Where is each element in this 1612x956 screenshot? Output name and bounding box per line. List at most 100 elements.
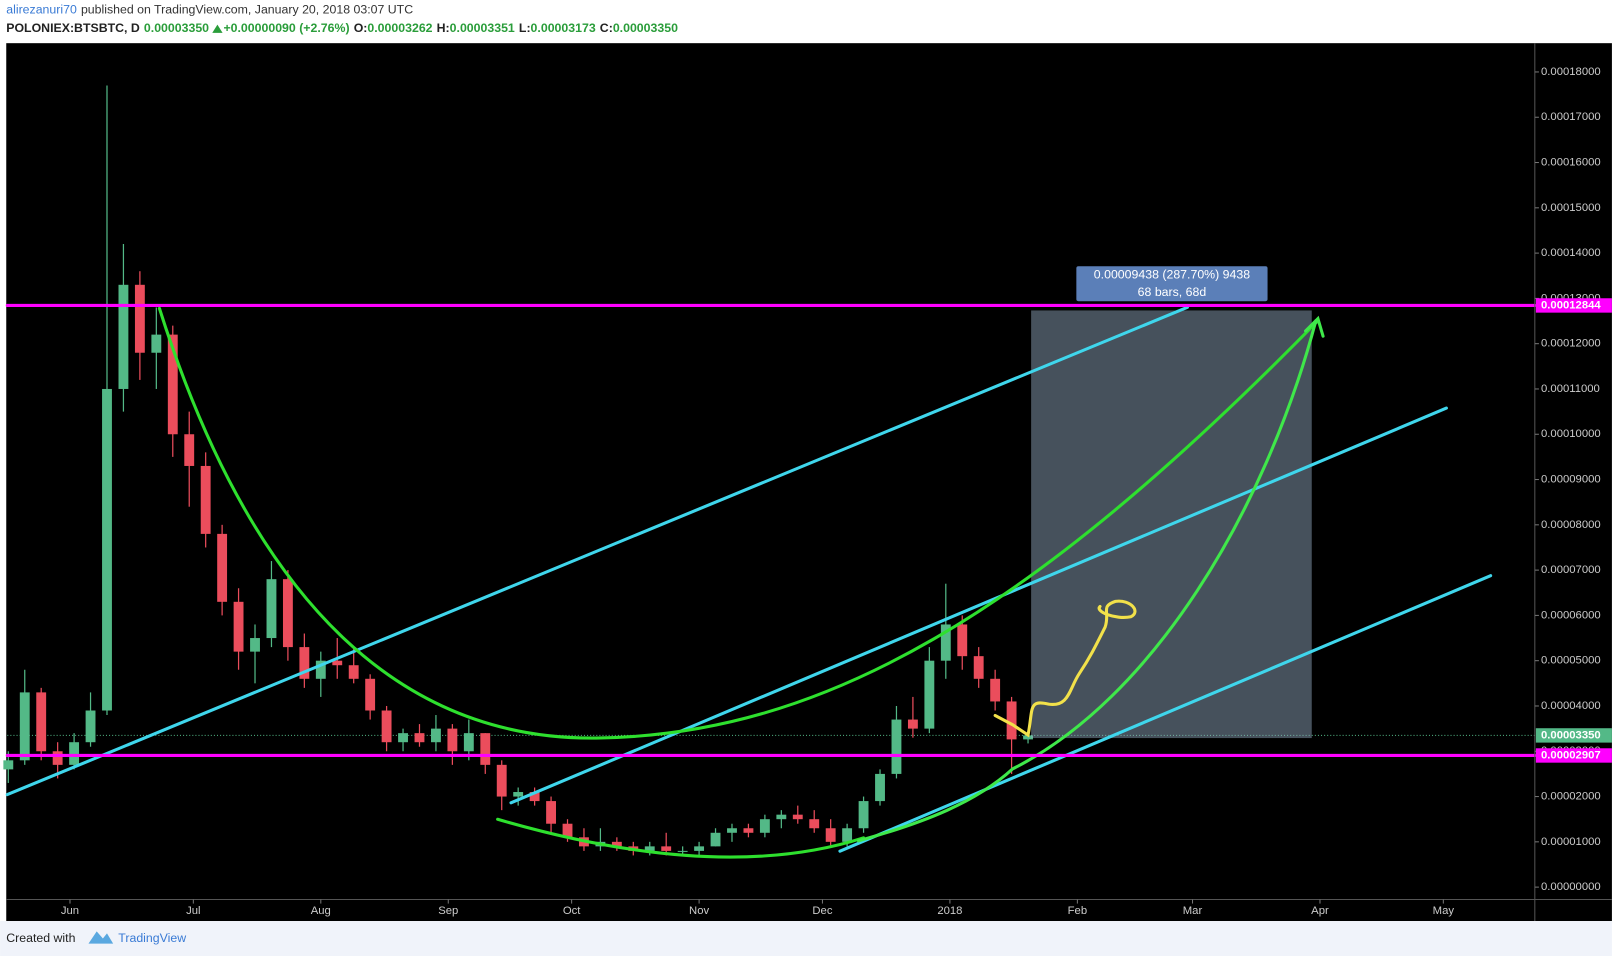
candle-body (250, 638, 260, 652)
y-tick-label: 0.00001000 (1541, 836, 1601, 848)
hline-label-box (1535, 298, 1612, 313)
candle-body (940, 624, 951, 661)
y-tick-label: 0.00000000 (1541, 881, 1601, 893)
trend-line (5, 305, 1189, 797)
candle-body (496, 764, 507, 797)
candle-body (677, 850, 688, 852)
candle-body (447, 728, 458, 752)
y-tick-label: 0.00012000 (1541, 338, 1601, 350)
candle-body (875, 773, 885, 802)
last-price-box (1535, 728, 1612, 743)
published: published on TradingView.com, January 20… (81, 3, 413, 17)
candle-body (85, 710, 96, 743)
x-tick-label: Apr (1311, 905, 1329, 917)
quote-o: 0.00003262 (367, 21, 432, 35)
candle-body (562, 823, 573, 838)
symbol: POLONIEX:BTSBTC, D (6, 21, 140, 35)
candle-body (151, 334, 162, 353)
scribble (993, 599, 1137, 738)
x-tick-label: Nov (689, 905, 709, 917)
candle-body (924, 660, 935, 729)
x-tick-label: Oct (563, 905, 581, 917)
footer-bar (0, 921, 1612, 956)
x-tick-label: Jul (186, 905, 200, 917)
candle-body (546, 801, 557, 824)
x-tick-label: 2018 (937, 905, 962, 917)
candle-body (858, 801, 869, 829)
quote-line: POLONIEX:BTSBTC, D 0.00003350 +0.00000090 … (6, 21, 678, 35)
candle-body (759, 819, 770, 833)
candle-body (134, 284, 145, 353)
candle-body (907, 719, 918, 729)
measure-label-box (1076, 266, 1268, 302)
y-tick-label: 0.00017000 (1541, 111, 1601, 123)
quote-h-label: H: (437, 21, 450, 35)
candle-layer (3, 85, 1033, 856)
y-tick-label: 0.00006000 (1541, 609, 1601, 621)
author[interactable]: alirezanuri70 (6, 3, 77, 17)
y-tick-label: 0.00015000 (1541, 202, 1601, 214)
candle-body (69, 742, 80, 765)
quote-l-label: L: (519, 21, 531, 35)
candle-body (167, 334, 178, 435)
candle-body (792, 814, 803, 820)
y-tick-label: 0.00016000 (1541, 157, 1601, 169)
candle-body (727, 828, 737, 833)
x-tick-label: Sep (438, 905, 458, 917)
y-tick-label: 0.00004000 (1541, 700, 1601, 712)
candle-body (891, 719, 902, 774)
up-triangle (212, 24, 223, 33)
trend-line (509, 406, 1448, 805)
x-tick-label: May (1433, 905, 1455, 917)
candle-body (480, 733, 491, 765)
logo (88, 931, 114, 944)
candle-body (957, 624, 968, 657)
candle-body (431, 728, 441, 743)
arrow-head (1304, 315, 1325, 338)
candle-body (200, 465, 211, 534)
candle-body (743, 828, 754, 833)
candle-body (36, 692, 47, 752)
quote-c: 0.00003350 (613, 21, 678, 35)
y-tick-label: 0.00009000 (1541, 474, 1601, 486)
candle-body (3, 760, 14, 770)
candle-body (809, 819, 820, 829)
candle-body (266, 579, 277, 639)
hline-label: 0.00002907 (1541, 749, 1601, 761)
projection-curve (856, 319, 1318, 843)
y-tick-label: 0.00008000 (1541, 519, 1601, 531)
trend-line (838, 574, 1493, 853)
quote-c-label: C: (600, 21, 613, 35)
y-tick-label: 0.00018000 (1541, 66, 1601, 78)
quote-o-label: O: (354, 21, 368, 35)
candle-body (348, 665, 359, 679)
candle-body (973, 656, 984, 679)
last-price-label: 0.00003350 (1541, 729, 1601, 741)
candle-body (332, 660, 343, 666)
candle-body (282, 579, 293, 648)
bottom-arc (496, 817, 866, 859)
candle-body (463, 733, 474, 752)
y-tick-label: 0.00002000 (1541, 791, 1601, 803)
candle-body (990, 678, 1001, 702)
y-tick-label: 0.00010000 (1541, 428, 1601, 440)
candle-body (529, 792, 540, 802)
candle-body (299, 647, 310, 679)
header-line: alirezanuri70 published on TradingView.co… (6, 3, 413, 17)
x-tick-label: Feb (1068, 905, 1087, 917)
quote-h: 0.00003351 (450, 21, 515, 35)
x-tick-label: Dec (812, 905, 832, 917)
chart-area (6, 43, 1612, 922)
x-tick-label: Mar (1183, 905, 1203, 917)
candle-body (19, 692, 30, 761)
footer-text: Created with (6, 931, 75, 945)
candle-body (102, 388, 112, 711)
candle-body (776, 814, 787, 820)
candle-body (233, 601, 244, 652)
footer-brand[interactable]: TradingView (118, 931, 186, 945)
hline-label-box (1535, 748, 1612, 763)
y-tick-label: 0.00007000 (1541, 564, 1601, 576)
candle-body (1006, 701, 1017, 740)
candle-body (52, 751, 63, 765)
